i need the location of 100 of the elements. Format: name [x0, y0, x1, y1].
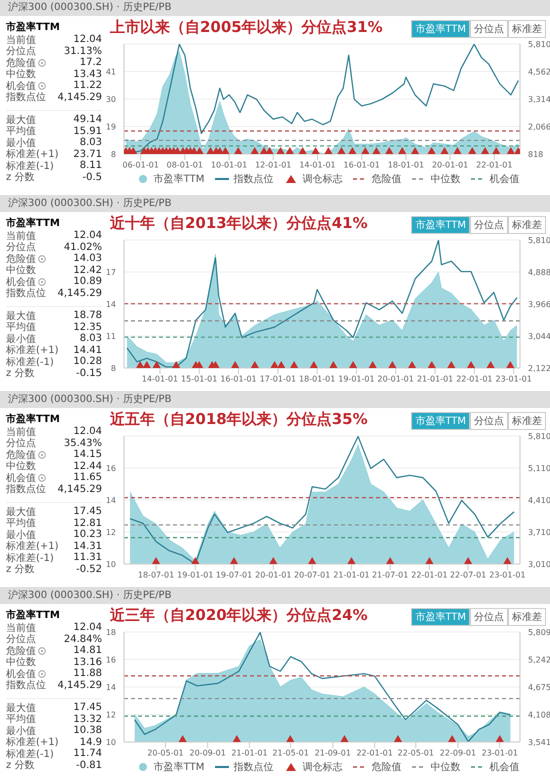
x-tick-label: 19-01-01 [338, 374, 375, 384]
text: 当前值 12.04 [6, 34, 102, 46]
x-tick-label: 14-01-01 [142, 374, 178, 384]
text: 分位点 35.43% [6, 438, 102, 450]
text: 中位数 12.44 [6, 460, 102, 472]
x-tick-label: 22-01-01 [476, 160, 512, 170]
x-tick-label: 12-01-01 [255, 160, 292, 170]
x-tick-label: 21-09-01 [314, 748, 351, 758]
text: 机会值 11.22 [6, 80, 102, 92]
x-tick-label: 20-09-01 [190, 748, 226, 758]
text: 中位数 13.16 [6, 656, 102, 668]
x-tick-label: 21-07-01 [372, 570, 408, 580]
x-tick-label: 21-01-01 [231, 748, 268, 758]
text: 分位点 31.13% [6, 46, 102, 58]
x-tick-label: 21-01-01 [333, 570, 370, 580]
y2-tick-label: 5,242 [528, 655, 550, 664]
chart-subtitle: 沪深300 (000300.SH) · 历史PE/PB [0, 392, 550, 408]
text: 指数点位 4,145.29 [6, 482, 102, 496]
y2-tick-label: 5,810 [528, 40, 550, 49]
text: 标准差(+1) 14.9 [6, 736, 102, 748]
x-tick-label: 20-01-01 [378, 374, 414, 384]
y-tick-label: 10 [106, 738, 116, 747]
y-tick-label: 10 [106, 560, 116, 569]
legend-label: 中位数 [429, 760, 460, 774]
y-tick-label: 8 [110, 150, 116, 159]
text: 最小值 10.38 [6, 725, 102, 737]
text: 标准差 [508, 608, 546, 626]
text: 市盈率TTM [6, 20, 61, 34]
text: 指数点位 4,145.29 [6, 678, 102, 692]
text: 标准差 [508, 412, 546, 430]
text: 标准差(+1) 14.31 [6, 540, 102, 552]
x-tick-label: 21-05-01 [272, 748, 309, 758]
text: 危险值 14.15 [6, 449, 102, 461]
x-tick-label: 23-01-01 [489, 570, 526, 580]
y2-tick-label: 5,110 [528, 464, 550, 473]
text: 标准差(-1) 8.11 [6, 160, 102, 172]
x-tick-label: 21-01-01 [416, 374, 454, 384]
text: 标准差(-1) 10.28 [6, 356, 102, 368]
text: 危险值 17.2 [6, 57, 102, 69]
y-tick-label: 14 [106, 496, 116, 505]
text: 机会值 11.65 [6, 472, 102, 484]
y2-tick-label: 4,410 [528, 496, 550, 505]
x-tick-label: 22-07-01 [450, 570, 486, 580]
text: 机会值 11.88 [6, 668, 102, 680]
y-tick-label: 14 [106, 682, 116, 692]
y2-tick-label: 3,710 [528, 528, 550, 537]
text: 标准差(+1) 23.71 [6, 148, 102, 160]
x-tick-label: 22-01-01 [456, 374, 493, 384]
text: 市盈率TTM [6, 412, 61, 426]
text: 市盈率TTM [411, 608, 470, 626]
x-tick-label: 23-01-01 [495, 374, 532, 384]
y2-tick-label: 3,010 [528, 560, 550, 569]
y-tick-label: 11 [106, 332, 116, 341]
y2-tick-label: 5,810 [528, 432, 550, 441]
legend-label: 危险值 [370, 761, 402, 774]
x-tick-label: 10-01-01 [210, 160, 248, 170]
legend-label: 调仓标志 [301, 760, 342, 774]
y2-tick-label: 4,675 [528, 682, 550, 692]
text: 标准差 [508, 216, 546, 234]
x-tick-label: 14-01-01 [299, 160, 336, 170]
text: 平均值 12.35 [6, 322, 102, 334]
text: 最小值 8.03 [6, 333, 102, 345]
x-tick-label: 22-01-01 [356, 748, 393, 758]
legend-label: 危险值 [370, 173, 402, 186]
chart-title: 近五年（自2018年以来）分位点35% [110, 410, 368, 429]
y2-tick-label: 5,810 [528, 236, 550, 245]
text: 机会值 10.89 [6, 276, 102, 288]
legend-label: 指数点位 [232, 760, 274, 774]
y2-tick-label: 2,122 [528, 364, 550, 373]
text: 最小值 10.23 [6, 529, 102, 541]
text: 中位数 12.42 [6, 264, 102, 276]
legend-label: 市盈率TTM [152, 172, 204, 186]
x-tick-label: 20-05-01 [147, 748, 184, 758]
y-tick-label: 19 [106, 122, 116, 132]
x-tick-label: 18-01-01 [299, 374, 336, 384]
chart-title: 近三年（自2020年以来）分位点24% [110, 606, 368, 625]
text: 指数点位 4,145.29 [6, 286, 102, 300]
text: 分位点 [470, 608, 508, 626]
y-tick-label: 18 [106, 628, 116, 637]
y2-tick-label: 818 [528, 150, 544, 159]
x-tick-label: 20-01-01 [432, 160, 468, 170]
x-tick-label: 22-05-01 [398, 748, 434, 758]
chart-subtitle: 沪深300 (000300.SH) · 历史PE/PB [0, 588, 550, 604]
text: 分位点 [470, 20, 508, 38]
x-tick-label: 23-01-01 [482, 748, 518, 758]
y2-tick-label: 2,066 [528, 122, 550, 132]
text: 市盈率TTM [411, 216, 470, 234]
text: 市盈率TTM [411, 20, 470, 38]
y-tick-label: 30 [106, 94, 116, 104]
text: 最大值 17.45 [6, 506, 102, 518]
y-tick-label: 12 [106, 528, 116, 537]
text: z 分数 -0.15 [6, 368, 102, 380]
legend-label: 机会值 [488, 760, 520, 774]
x-tick-label: 15-01-01 [181, 374, 218, 384]
text: 分位点 41.02% [6, 242, 102, 254]
y-tick-label: 16 [106, 655, 116, 664]
text: z 分数 -0.81 [6, 760, 102, 772]
text: 最大值 17.45 [6, 702, 102, 714]
y-tick-label: 8 [110, 364, 116, 373]
y-tick-label: 17 [106, 268, 116, 277]
